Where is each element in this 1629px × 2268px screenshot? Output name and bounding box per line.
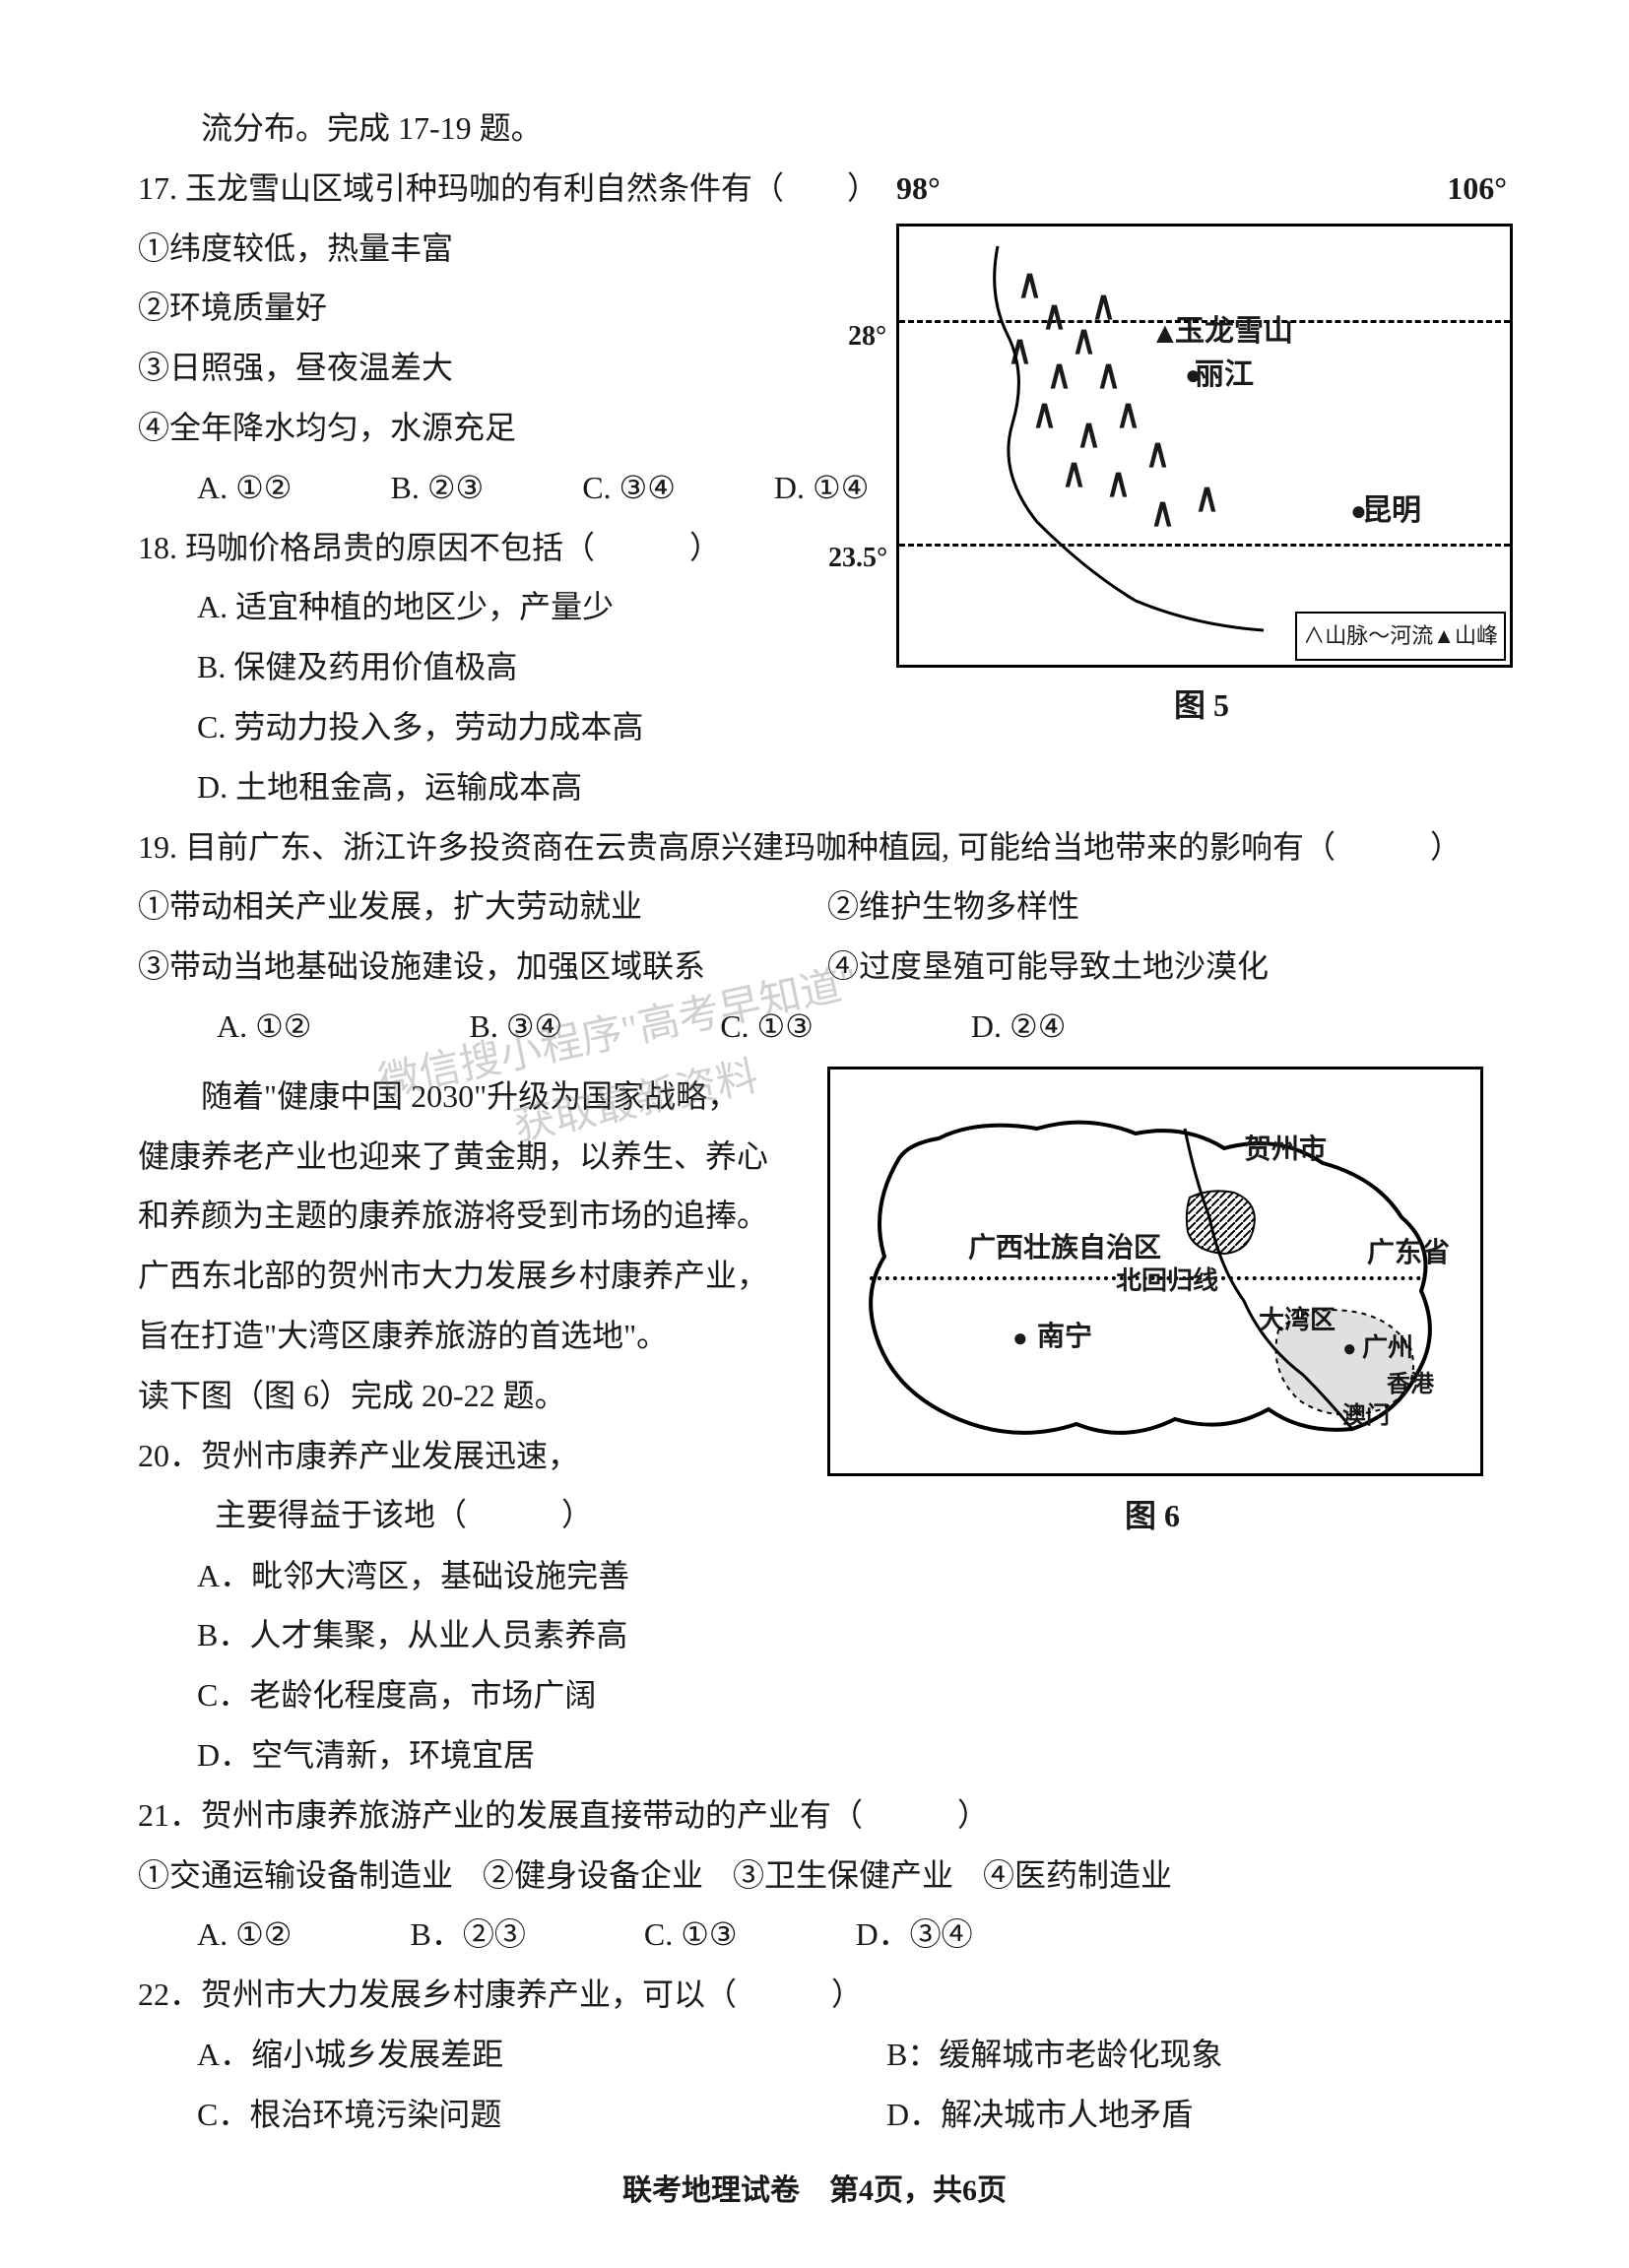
q17-c1: ①纬度较低，热量丰富 — [138, 219, 886, 279]
q18-oC: C. 劳动力投入多，劳动力成本高 — [138, 697, 886, 757]
passage2-l5: 旨在打造"大湾区康养旅游的首选地"。 — [138, 1306, 827, 1366]
fig6-nanning-dot: ● — [1012, 1314, 1028, 1362]
q17-c3: ③日照强，昼夜温差大 — [138, 338, 886, 398]
fig5-lon106: 106° — [1447, 159, 1507, 219]
q21-options: A. ①② B．②③ C. ①③ D．③④ — [138, 1905, 1511, 1965]
fig5-caption: 图 5 — [896, 676, 1507, 736]
fig6-caption: 图 6 — [827, 1486, 1477, 1546]
q19-oC: C. ①③ — [720, 997, 814, 1057]
q21-oA: A. ①② — [197, 1905, 292, 1965]
q21-c1: ①交通运输设备制造业 — [138, 1846, 453, 1906]
q18-stem: 18. 玛咖价格昂贵的原因不包括（ ） — [138, 518, 886, 578]
passage2-l3: 和养颜为主题的康养旅游将受到市场的追捧。 — [138, 1186, 827, 1246]
passage2-l6: 读下图（图 6）完成 20-22 题。 — [138, 1366, 827, 1426]
q20-oA: A．毗邻大湾区，基础设施完善 — [138, 1546, 1511, 1606]
q21-c2: ②健身设备企业 — [483, 1846, 703, 1906]
figure5-map: 28° 23.5° ∧ ∧ ∧ ∧ ∧ ∧ ∧ ∧ ∧ ∧ ∧ ∧ ∧ ∧ ∧ — [896, 224, 1513, 668]
figure6-block: 贺州市 广西壮族自治区 北回归线 ● 南宁 广东省 大湾区 ● 广州 香港 澳门… — [827, 1067, 1511, 1546]
q19-options: A. ①② B. ③④ C. ①③ D. ②④ — [138, 997, 1511, 1057]
q17-oA: A. ①② — [197, 458, 292, 518]
fig5-legend: ∧山脉～河流▲山峰 — [1295, 612, 1506, 661]
q20-oB: B．人才集聚，从业人员素养高 — [138, 1605, 1511, 1665]
q22-oB: B：缓解城市老龄化现象 — [886, 2025, 1222, 2085]
passage2-l2: 健康养老产业也迎来了黄金期，以养生、养心 — [138, 1127, 827, 1187]
q22-oD: D．解决城市人地矛盾 — [886, 2085, 1193, 2145]
q18-oA: A. 适宜种植的地区少，产量少 — [138, 577, 886, 637]
q22-row1: A．缩小城乡发展差距 B：缓解城市老龄化现象 — [138, 2025, 1511, 2085]
q19-c2: ②维护生物多样性 — [827, 876, 1079, 937]
q19-oB: B. ③④ — [469, 997, 562, 1057]
q17-oD: D. ①④ — [774, 458, 869, 518]
q21-c3: ③卫生保健产业 — [733, 1846, 953, 1906]
fig6-hezhou-shape — [1180, 1183, 1269, 1262]
fig5-lat235: 23.5° — [828, 532, 887, 584]
fig5-dot-icon: ● — [1350, 486, 1367, 538]
fig6-hezhou: 贺州市 — [1244, 1124, 1327, 1176]
fig6-tropic-label: 北回归线 — [1116, 1257, 1218, 1305]
q22-oA: A．缩小城乡发展差距 — [138, 2025, 886, 2085]
q17-oB: B. ②③ — [390, 458, 484, 518]
q20-stem1: 20．贺州市康养产业发展迅速， — [138, 1426, 827, 1486]
fig5-lon98: 98° — [896, 159, 941, 219]
q17-q18-block: 17. 玉龙雪山区域引种玛咖的有利自然条件有（ ） ①纬度较低，热量丰富 ②环境… — [138, 159, 886, 817]
fig6-guangdong: 广东省 — [1367, 1227, 1450, 1279]
q21-c4: ④医药制造业 — [983, 1846, 1172, 1906]
q19-c1: ①带动相关产业发展，扩大劳动就业 — [138, 876, 827, 937]
fig5-river-icon — [939, 236, 1333, 660]
figure5-block: 98° 106° 28° 23.5° ∧ ∧ ∧ ∧ ∧ ∧ ∧ ∧ ∧ ∧ ∧ — [886, 159, 1513, 736]
q17-c4: ④全年降水均匀，水源充足 — [138, 398, 886, 458]
q22-oC: C．根治环境污染问题 — [138, 2085, 886, 2145]
q20-oD: D．空气清新，环境宜居 — [138, 1725, 1511, 1785]
q19-c3: ③带动当地基础设施建设，加强区域联系 — [138, 937, 827, 997]
q19-stem: 19. 目前广东、浙江许多投资商在云贵高原兴建玛咖种植园, 可能给当地带来的影响… — [138, 817, 1511, 877]
q20-stem2: 主要得益于该地（ ） — [138, 1485, 827, 1545]
q21-oC: C. ①③ — [644, 1905, 738, 1965]
q18-oB: B. 保健及药用价值极高 — [138, 637, 886, 697]
q21-stem: 21．贺州市康养旅游产业的发展直接带动的产业有（ ） — [138, 1785, 1511, 1846]
passage2-l1: 随着"健康中国 2030"升级为国家战略， — [138, 1067, 827, 1127]
q22-stem: 22．贺州市大力发展乡村康养产业，可以（ ） — [138, 1965, 1511, 2025]
passage2-l4: 广西东北部的贺州市大力发展乡村康养产业， — [138, 1246, 827, 1306]
q17-stem: 17. 玉龙雪山区域引种玛咖的有利自然条件有（ ） — [138, 159, 886, 219]
q21-oB: B．②③ — [410, 1905, 525, 1965]
fig6-nanning: 南宁 — [1037, 1311, 1092, 1363]
fig6-bay-area-shape — [1264, 1301, 1431, 1429]
q22-row2: C．根治环境污染问题 D．解决城市人地矛盾 — [138, 2085, 1511, 2145]
q21-conditions: ①交通运输设备制造业 ②健身设备企业 ③卫生保健产业 ④医药制造业 — [138, 1846, 1511, 1906]
q17-oC: C. ③④ — [582, 458, 676, 518]
figure6-map: 贺州市 广西壮族自治区 北回归线 ● 南宁 广东省 大湾区 ● 广州 香港 澳门 — [827, 1067, 1483, 1476]
intro-line: 流分布。完成 17-19 题。 — [138, 98, 1511, 159]
top-section: 17. 玉龙雪山区域引种玛咖的有利自然条件有（ ） ①纬度较低，热量丰富 ②环境… — [138, 159, 1511, 817]
fig5-kunming: 昆明 — [1362, 483, 1421, 539]
q20-oC: C．老龄化程度高，市场广阔 — [138, 1665, 1511, 1725]
q18-oD: D. 土地租金高，运输成本高 — [138, 757, 886, 817]
q19-oA: A. ①② — [217, 997, 311, 1057]
q21-oD: D．③④ — [856, 1905, 973, 1965]
q19-oD: D. ②④ — [971, 997, 1066, 1057]
q19-c4: ④过度垦殖可能导致土地沙漠化 — [827, 937, 1269, 997]
mid-section: 随着"健康中国 2030"升级为国家战略， 健康养老产业也迎来了黄金期，以养生、… — [138, 1067, 1511, 1546]
exam-page: 流分布。完成 17-19 题。 17. 玉龙雪山区域引种玛咖的有利自然条件有（ … — [0, 0, 1629, 2268]
page-footer: 联考地理试卷 第4页，共6页 — [0, 2163, 1629, 2219]
q17-c2: ②环境质量好 — [138, 278, 886, 338]
q19-conditions-row2: ③带动当地基础设施建设，加强区域联系 ④过度垦殖可能导致土地沙漠化 — [138, 937, 1511, 997]
fig5-lat28: 28° — [848, 310, 886, 362]
passage2-block: 随着"健康中国 2030"升级为国家战略， 健康养老产业也迎来了黄金期，以养生、… — [138, 1067, 827, 1545]
q19-conditions-row1: ①带动相关产业发展，扩大劳动就业 ②维护生物多样性 — [138, 876, 1511, 937]
q17-options: A. ①② B. ②③ C. ③④ D. ①④ — [138, 458, 886, 518]
